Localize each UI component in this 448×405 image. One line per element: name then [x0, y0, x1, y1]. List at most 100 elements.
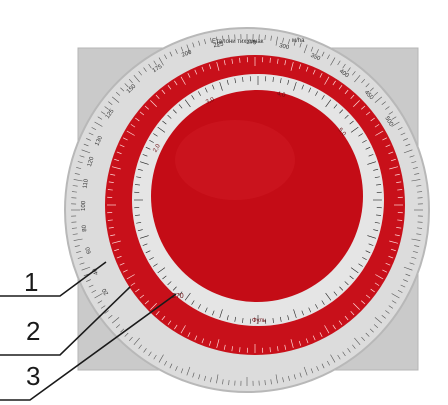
tick [139, 235, 149, 239]
tick [111, 96, 120, 103]
tick [330, 354, 336, 363]
tick [353, 100, 360, 107]
leader-line-2 [0, 286, 131, 356]
tick [174, 80, 178, 86]
tick [122, 269, 128, 273]
tick [287, 79, 290, 85]
tick [126, 130, 135, 136]
tick [284, 344, 287, 350]
tick [186, 366, 191, 376]
inner-ring-ticks [134, 76, 382, 324]
tick [212, 84, 215, 90]
tick [139, 161, 149, 165]
tick [416, 233, 422, 235]
tick [409, 155, 415, 158]
tick [388, 305, 394, 309]
tick [327, 360, 330, 366]
tick [116, 324, 121, 328]
tick [374, 317, 383, 324]
tick [79, 262, 85, 265]
tick [138, 71, 142, 76]
tick [145, 146, 151, 150]
tick [108, 315, 113, 319]
tick [385, 144, 391, 148]
tick [169, 51, 173, 57]
tick [270, 35, 272, 41]
tick [239, 57, 241, 63]
tick [153, 354, 157, 360]
left-scale-number-3: 80 [82, 224, 89, 232]
outer-scale-number-8: 400 [338, 69, 350, 80]
tick [76, 167, 82, 169]
tick [293, 374, 296, 380]
tick [145, 250, 151, 254]
tick [368, 154, 374, 157]
tick [397, 189, 403, 191]
tick [272, 76, 274, 82]
tick [369, 87, 374, 92]
tick [365, 250, 371, 254]
tick [197, 304, 201, 309]
tick [269, 347, 271, 353]
tick [88, 284, 94, 288]
outer-tick-ring [71, 34, 423, 386]
tick [144, 300, 149, 305]
outer-scale-number-1: 150 [126, 83, 138, 95]
tick [277, 58, 279, 64]
tick [178, 104, 183, 109]
tick [365, 332, 370, 337]
tick [319, 72, 323, 78]
tick [373, 229, 379, 232]
tick [187, 332, 191, 338]
red-band-ticks [107, 57, 403, 353]
tick [403, 279, 408, 282]
tick [234, 316, 236, 322]
tick [315, 91, 319, 96]
tick [353, 303, 360, 310]
left-scale-numbers: 20 40 60 80 100 110 120 130 [81, 135, 110, 296]
red-scale-number-3: 5,0 [337, 127, 347, 138]
tick [242, 318, 244, 324]
tick [303, 366, 308, 376]
tick [344, 281, 349, 286]
tick [332, 80, 336, 86]
tick [361, 105, 366, 110]
tick [358, 263, 363, 267]
tick [180, 46, 184, 52]
tick [417, 227, 423, 229]
tick [222, 35, 224, 41]
tick [264, 34, 266, 40]
tick [187, 72, 191, 78]
tick [374, 222, 380, 224]
tick [397, 127, 403, 130]
tick [150, 100, 157, 107]
tick [324, 76, 330, 85]
tick [367, 161, 377, 165]
tick [104, 310, 109, 314]
tick [223, 344, 226, 350]
outer-scale-number-10: 500 [383, 116, 394, 128]
tick [86, 138, 91, 141]
tick [119, 262, 125, 266]
tick [391, 300, 397, 304]
tick [175, 366, 178, 371]
tick [198, 40, 201, 46]
leader-line-3 [0, 293, 177, 401]
tick [201, 66, 205, 72]
tick [158, 57, 164, 66]
tick [111, 166, 121, 170]
tick [119, 144, 125, 148]
tick [412, 251, 418, 253]
tick [282, 37, 284, 43]
tick [77, 256, 83, 259]
tick [81, 149, 91, 154]
tick [122, 137, 128, 141]
tick [277, 346, 279, 352]
tick [361, 300, 366, 305]
tick [81, 266, 91, 271]
tick [358, 133, 363, 137]
tick [94, 121, 103, 127]
red-scale-numbers: 2,0 3,0 4,0 5,0 [152, 91, 347, 153]
outer-scale-number-2: 175 [152, 63, 164, 74]
tick [231, 346, 233, 352]
